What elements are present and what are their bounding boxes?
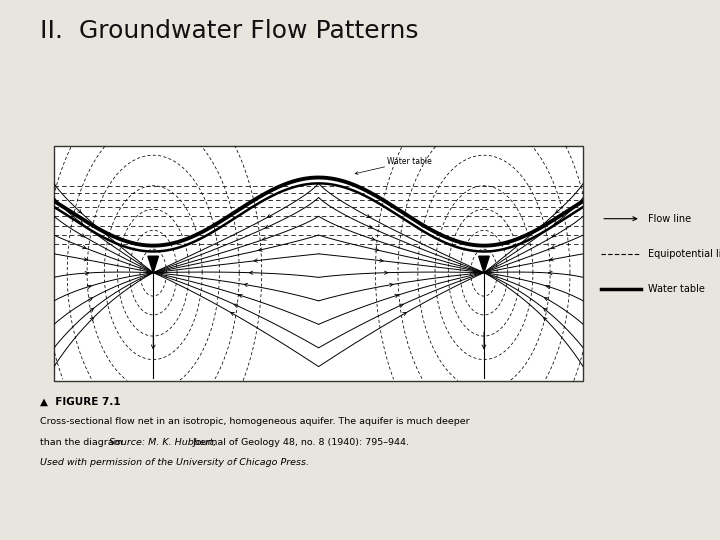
Text: Flow line: Flow line bbox=[648, 214, 691, 224]
Text: ▲  FIGURE 7.1: ▲ FIGURE 7.1 bbox=[40, 397, 120, 407]
Text: Cross-sectional flow net in an isotropic, homogeneous aquifer. The aquifer is mu: Cross-sectional flow net in an isotropic… bbox=[40, 417, 469, 427]
Text: Used with permission of the University of Chicago Press.: Used with permission of the University o… bbox=[40, 458, 309, 468]
Text: Water table: Water table bbox=[648, 284, 705, 294]
Text: Equipotential line: Equipotential line bbox=[648, 249, 720, 259]
Text: II.  Groundwater Flow Patterns: II. Groundwater Flow Patterns bbox=[40, 19, 418, 43]
Polygon shape bbox=[479, 256, 490, 273]
Polygon shape bbox=[148, 256, 158, 273]
Text: Journal of Geology 48, no. 8 (1940): 795–944.: Journal of Geology 48, no. 8 (1940): 795… bbox=[190, 438, 409, 447]
Text: than the diagram.: than the diagram. bbox=[40, 438, 132, 447]
Text: Water table: Water table bbox=[387, 157, 432, 166]
Text: Source: M. K. Hubbert,: Source: M. K. Hubbert, bbox=[109, 438, 217, 447]
Bar bbox=[54, 146, 583, 381]
